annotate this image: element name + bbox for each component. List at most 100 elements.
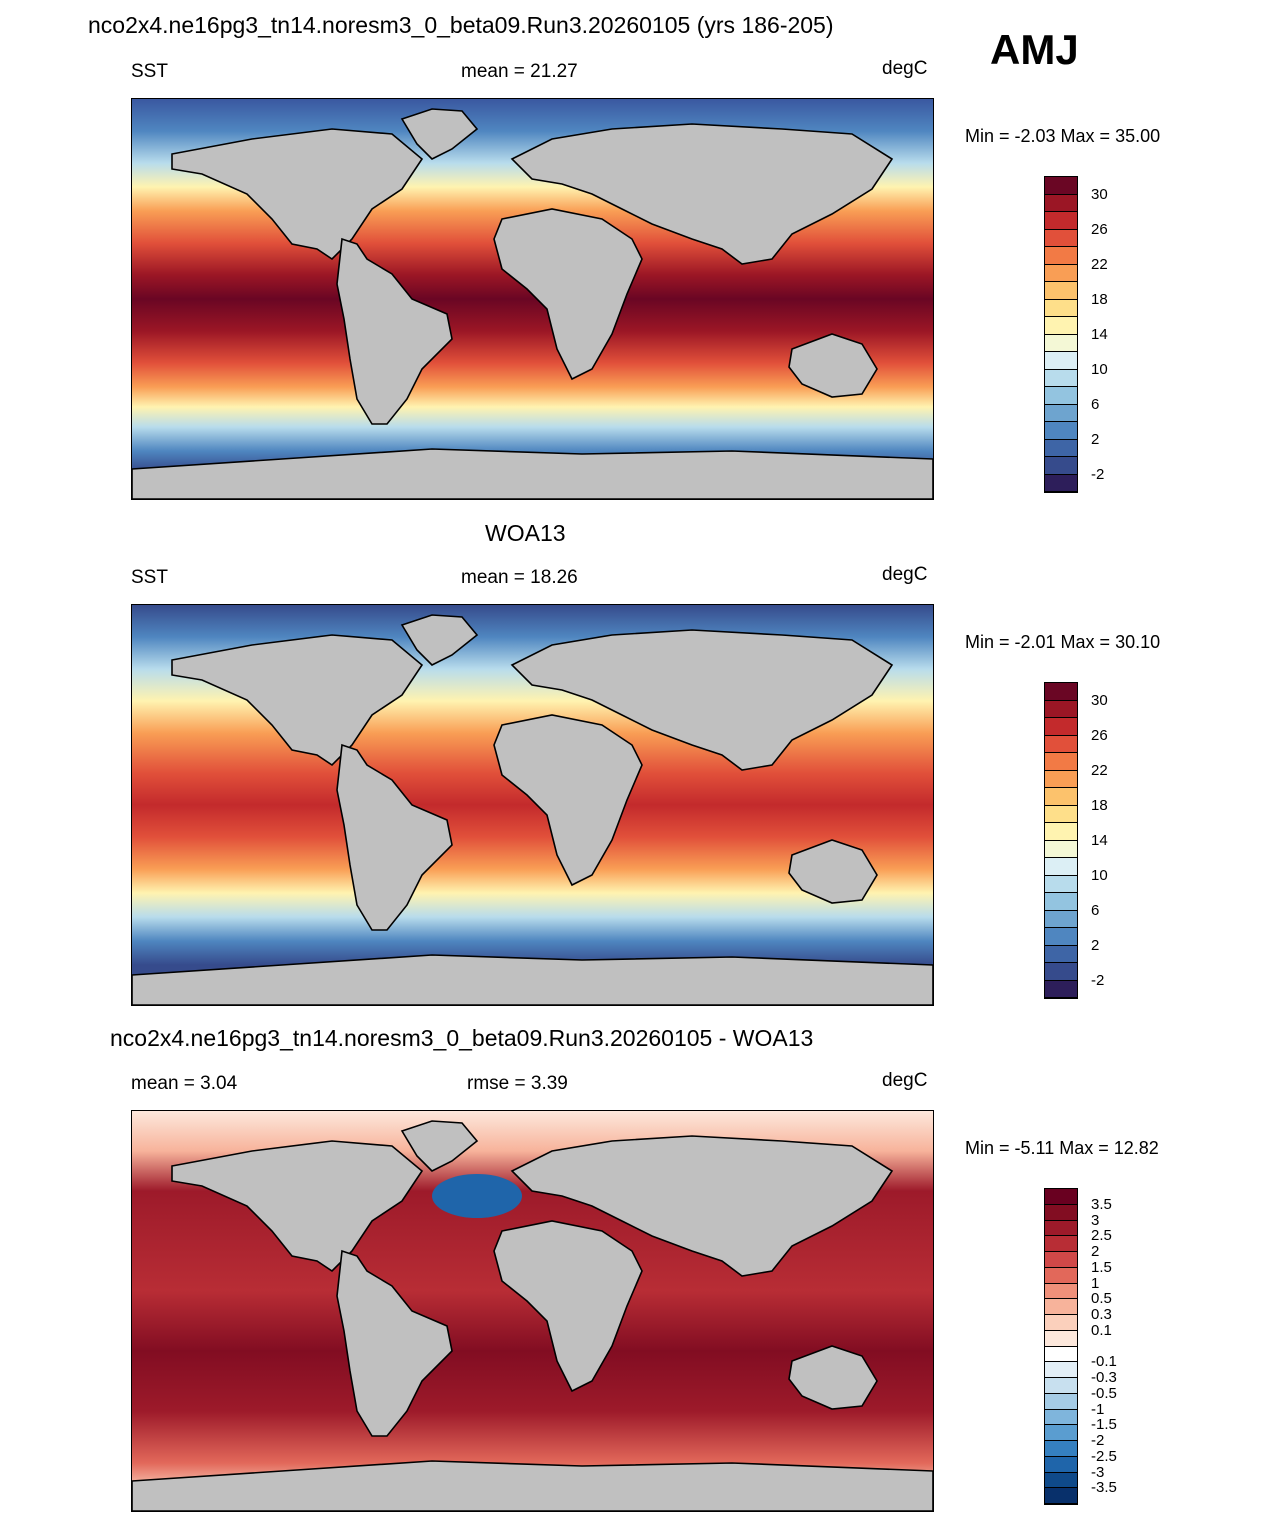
colorbar-swatch	[1045, 1441, 1077, 1457]
colorbar-swatch	[1045, 177, 1077, 195]
colorbar-swatch	[1045, 805, 1077, 823]
colorbar-swatch	[1045, 264, 1077, 282]
land-masses	[132, 1120, 933, 1511]
colorbar-tick-label: 30	[1091, 691, 1108, 709]
colorbar-swatch	[1045, 700, 1077, 718]
colorbar-swatch	[1045, 229, 1077, 247]
colorbar-swatch	[1045, 735, 1077, 753]
colorbar-swatch	[1045, 753, 1077, 771]
colorbar-tick-label: 22	[1091, 761, 1108, 779]
colorbar-swatch	[1045, 1330, 1077, 1347]
colorbar-tick-label: 10	[1091, 360, 1108, 378]
colorbar-swatch	[1045, 683, 1077, 701]
panel3-units-label: degC	[882, 1070, 928, 1091]
colorbar-swatch	[1045, 1220, 1077, 1237]
panel1-units-label: degC	[882, 58, 928, 79]
colorbar-swatch	[1045, 369, 1077, 387]
colorbar-swatch	[1045, 212, 1077, 230]
colorbar-swatch	[1045, 247, 1077, 265]
panel3-rmse-label: rmse = 3.39	[467, 1073, 568, 1094]
colorbar-swatch	[1045, 1409, 1077, 1426]
colorbar-swatch	[1045, 858, 1077, 876]
colorbar-tick-label: 6	[1091, 901, 1100, 919]
panel1-minmax: Min = -2.03 Max = 35.00	[965, 126, 1161, 146]
colorbar-swatch	[1045, 1189, 1077, 1205]
colorbar-swatch	[1045, 404, 1077, 422]
land-masses	[132, 614, 933, 1005]
colorbar-swatch	[1045, 352, 1077, 370]
colorbar-swatch	[1045, 1204, 1077, 1221]
colorbar-swatch	[1045, 1299, 1077, 1315]
colorbar-swatch	[1045, 980, 1077, 998]
colorbar-tick-label: -1	[1091, 1400, 1105, 1418]
colorbar-swatch	[1045, 910, 1077, 928]
colorbar-tick-label: 14	[1091, 325, 1108, 343]
colorbar-tick-label: 0.3	[1091, 1306, 1112, 1323]
colorbar-swatch	[1045, 439, 1077, 457]
colorbar-swatch	[1045, 1252, 1077, 1268]
land-masses	[132, 108, 933, 499]
colorbar-swatch	[1045, 334, 1077, 352]
model-sst-map	[131, 98, 934, 500]
colorbar-tick-label: -2	[1091, 1432, 1105, 1449]
colorbar-tick-label: 3	[1091, 1211, 1100, 1229]
colorbar-swatch	[1045, 299, 1077, 317]
panel3-mean-label: mean = 3.04	[131, 1073, 238, 1094]
colorbar-swatch	[1045, 963, 1077, 981]
colorbar-swatch	[1045, 823, 1077, 841]
panel2-minmax: Min = -2.01 Max = 30.10	[965, 632, 1161, 652]
colorbar-swatch	[1045, 928, 1077, 946]
colorbar-tick-label: -3.5	[1091, 1479, 1117, 1497]
colorbar-tick-label: -2	[1091, 465, 1105, 483]
colorbar-tick-label: 2.5	[1091, 1227, 1112, 1245]
colorbar-tick-label: 22	[1091, 255, 1108, 273]
colorbar-swatch	[1045, 718, 1077, 736]
colorbar-swatch	[1045, 1425, 1077, 1441]
colorbar-tick-label: 2	[1091, 1243, 1100, 1260]
colorbar-tick-label: -3	[1091, 1463, 1105, 1481]
run-title: nco2x4.ne16pg3_tn14.noresm3_0_beta09.Run…	[88, 12, 834, 38]
colorbar-swatch	[1045, 1393, 1077, 1410]
colorbar-tick-label: -2.5	[1091, 1447, 1117, 1465]
colorbar-tick-label: 18	[1091, 290, 1108, 308]
colorbar-swatch	[1045, 1346, 1077, 1363]
colorbar-tick-label: 14	[1091, 831, 1108, 849]
colorbar-tick-label: 0.5	[1091, 1290, 1112, 1308]
colorbar-swatch	[1045, 457, 1077, 475]
panel3-minmax: Min = -5.11 Max = 12.82	[965, 1138, 1159, 1158]
panel1-mean-label: mean = 21.27	[461, 61, 578, 82]
colorbar-swatch	[1045, 1378, 1077, 1394]
cold-anomaly-north-atlantic	[432, 1174, 522, 1218]
colorbar-tick-label: -2	[1091, 971, 1105, 989]
panel2-left-label: SST	[131, 567, 168, 588]
panel2-units-label: degC	[882, 564, 928, 585]
colorbar-tick-label: 0.1	[1091, 1321, 1112, 1339]
colorbar-tick-label: 1.5	[1091, 1258, 1112, 1276]
obs-title: WOA13	[485, 520, 566, 546]
colorbar-swatch	[1045, 1283, 1077, 1300]
colorbar-tick-label: 30	[1091, 185, 1108, 203]
colorbar-tick-label: -0.5	[1091, 1384, 1117, 1402]
colorbar-swatch	[1045, 282, 1077, 300]
colorbar-tick-label: 18	[1091, 796, 1108, 814]
colorbar-tick-label: -0.3	[1091, 1369, 1117, 1386]
colorbar-swatch	[1045, 893, 1077, 911]
colorbar-swatch	[1045, 1315, 1077, 1331]
colorbar-tick-label: 2	[1091, 936, 1100, 954]
colorbar-tick-label: 1	[1091, 1274, 1100, 1292]
colorbar-tick-label: -0.1	[1091, 1353, 1117, 1371]
colorbar-swatch	[1045, 1488, 1077, 1504]
diff-title: nco2x4.ne16pg3_tn14.noresm3_0_beta09.Run…	[110, 1025, 814, 1051]
colorbar-tick-label: 3.5	[1091, 1195, 1112, 1213]
season-label: AMJ	[990, 26, 1079, 73]
colorbar-swatch	[1045, 317, 1077, 335]
obs-sst-map	[131, 604, 934, 1006]
colorbar-swatch	[1045, 945, 1077, 963]
colorbar-swatch	[1045, 422, 1077, 440]
colorbar-swatch	[1045, 1236, 1077, 1252]
panel1-colorbar	[1044, 176, 1078, 493]
colorbar-tick-label: 6	[1091, 395, 1100, 413]
colorbar-swatch	[1045, 1267, 1077, 1284]
colorbar-swatch	[1045, 875, 1077, 893]
colorbar-swatch	[1045, 840, 1077, 858]
